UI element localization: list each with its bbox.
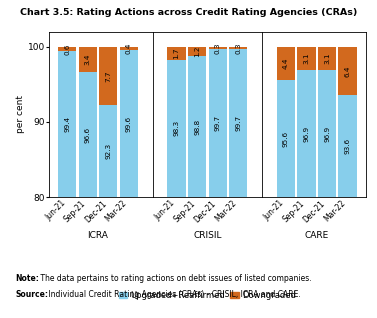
Text: 93.6: 93.6 bbox=[345, 138, 351, 154]
Text: 4.4: 4.4 bbox=[283, 58, 289, 69]
Text: Source:: Source: bbox=[15, 290, 48, 299]
Text: 0.3: 0.3 bbox=[235, 42, 241, 54]
Text: 1.2: 1.2 bbox=[194, 45, 200, 57]
Bar bbox=[79, 47, 97, 73]
Text: 96.9: 96.9 bbox=[324, 126, 330, 142]
Bar bbox=[318, 47, 336, 70]
Text: 7.7: 7.7 bbox=[105, 70, 111, 81]
Bar bbox=[297, 47, 316, 70]
Text: 0.4: 0.4 bbox=[126, 43, 132, 54]
Text: The data pertains to rating actions on debt issues of listed companies.: The data pertains to rating actions on d… bbox=[38, 274, 312, 283]
Text: Chart 3.5: Rating Actions across Credit Rating Agencies (CRAs): Chart 3.5: Rating Actions across Credit … bbox=[20, 8, 357, 17]
Bar bbox=[339, 47, 357, 95]
Text: Individual Credit Rating Agencies (CRAs) - CRISIL, ICRA and CARE.: Individual Credit Rating Agencies (CRAs)… bbox=[46, 290, 301, 299]
Bar bbox=[79, 73, 97, 197]
Bar bbox=[120, 50, 138, 197]
Bar bbox=[99, 105, 117, 197]
Text: 0.6: 0.6 bbox=[64, 43, 70, 55]
Text: 98.8: 98.8 bbox=[194, 118, 200, 135]
Text: 92.3: 92.3 bbox=[105, 143, 111, 159]
Text: 99.7: 99.7 bbox=[215, 115, 221, 131]
Bar bbox=[58, 51, 76, 197]
Text: 98.3: 98.3 bbox=[173, 120, 179, 136]
Text: 0.3: 0.3 bbox=[215, 42, 221, 54]
Bar bbox=[188, 56, 206, 197]
Bar bbox=[297, 70, 316, 197]
Bar bbox=[167, 59, 185, 197]
Text: 95.6: 95.6 bbox=[283, 130, 289, 147]
Text: CRISIL: CRISIL bbox=[193, 231, 222, 240]
Text: ICRA: ICRA bbox=[87, 231, 109, 240]
Text: CARE: CARE bbox=[305, 231, 329, 240]
Bar bbox=[208, 47, 227, 49]
Text: 99.6: 99.6 bbox=[126, 115, 132, 132]
Text: 3.1: 3.1 bbox=[324, 53, 330, 64]
Bar bbox=[229, 49, 247, 197]
Text: 3.1: 3.1 bbox=[303, 53, 310, 64]
Bar bbox=[229, 47, 247, 49]
Text: 96.9: 96.9 bbox=[303, 126, 310, 142]
Bar bbox=[318, 70, 336, 197]
Bar bbox=[277, 47, 295, 80]
Bar bbox=[167, 47, 185, 59]
Bar bbox=[120, 47, 138, 50]
Bar bbox=[188, 47, 206, 56]
Text: 96.6: 96.6 bbox=[85, 127, 91, 143]
Text: 99.4: 99.4 bbox=[64, 116, 70, 132]
Text: 6.4: 6.4 bbox=[345, 65, 351, 77]
Bar bbox=[339, 95, 357, 197]
Text: 3.4: 3.4 bbox=[85, 54, 91, 66]
Text: Note:: Note: bbox=[15, 274, 39, 283]
Bar bbox=[58, 47, 76, 51]
Y-axis label: per cent: per cent bbox=[16, 95, 25, 134]
Bar bbox=[277, 80, 295, 197]
Legend: Upgraded+Reaffirmed, Downgraded: Upgraded+Reaffirmed, Downgraded bbox=[115, 287, 299, 303]
Bar bbox=[208, 49, 227, 197]
Text: 1.7: 1.7 bbox=[173, 47, 179, 59]
Text: 99.7: 99.7 bbox=[235, 115, 241, 131]
Bar bbox=[99, 47, 117, 105]
